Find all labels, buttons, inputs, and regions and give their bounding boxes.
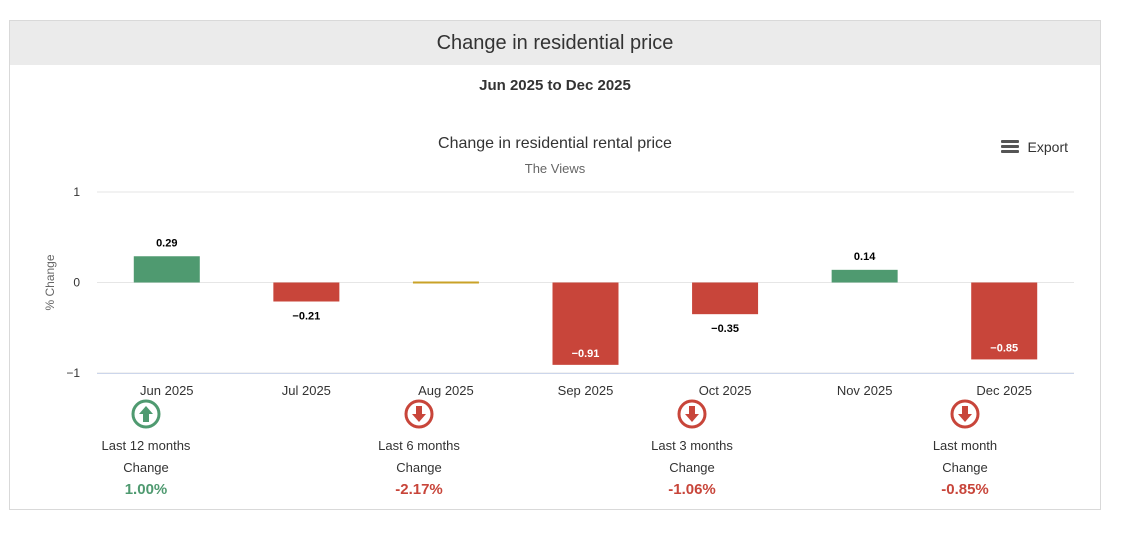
chart-container: Change in residential rental price The Vi… — [10, 121, 1100, 414]
data-label: −0.85 — [990, 342, 1018, 354]
x-tick-label: Jun 2025 — [140, 383, 194, 398]
stat-last-3-months: Last 3 months Change -1.06% — [592, 399, 792, 501]
stats-row: Last 12 months Change 1.00% Last 6 month… — [10, 399, 1100, 504]
stat-last-month: Last month Change -0.85% — [865, 399, 1065, 501]
x-tick-label: Sep 2025 — [558, 383, 614, 398]
bar — [831, 269, 898, 283]
y-tick-label: 0 — [73, 276, 80, 290]
data-label: 0.14 — [854, 251, 876, 263]
stat-sub: Change — [942, 460, 988, 475]
menu-icon — [1000, 140, 1019, 154]
bar — [273, 282, 340, 302]
stat-label: Last 3 months — [651, 438, 733, 453]
price-change-card: Change in residential price Jun 2025 to … — [9, 20, 1101, 510]
data-label: −0.91 — [572, 348, 600, 360]
arrow-down-circle-icon — [404, 399, 434, 429]
arrow-down-circle-icon — [950, 399, 980, 429]
stat-last-6-months: Last 6 months Change -2.17% — [319, 399, 519, 501]
export-button[interactable]: Export — [1000, 139, 1068, 155]
stat-value: -1.06% — [668, 481, 716, 498]
export-label: Export — [1027, 139, 1068, 155]
stat-last-12-months: Last 12 months Change 1.00% — [46, 399, 246, 501]
bar — [971, 282, 1038, 360]
y-tick-label: −1 — [66, 366, 80, 380]
x-tick-label: Aug 2025 — [418, 383, 474, 398]
stat-label: Last month — [932, 438, 998, 453]
stat-label: Last 12 months — [101, 438, 191, 453]
stat-sub: Change — [669, 460, 715, 475]
x-tick-label: Nov 2025 — [837, 383, 893, 398]
stat-value: 1.00% — [124, 481, 168, 498]
data-label: −0.21 — [292, 311, 320, 323]
bar — [552, 282, 619, 365]
stat-value: -2.17% — [395, 481, 443, 498]
y-axis-label: % Change — [43, 254, 57, 310]
bar — [133, 256, 200, 283]
stat-label: Last 6 months — [378, 438, 460, 453]
stat-sub: Change — [123, 460, 169, 475]
y-tick-label: 1 — [73, 185, 80, 199]
data-label: −0.35 — [711, 323, 739, 335]
card-title: Change in residential price — [10, 21, 1100, 65]
chart-title: Change in residential rental price — [438, 135, 672, 152]
x-tick-label: Oct 2025 — [699, 383, 752, 398]
data-label: 0.29 — [156, 237, 177, 249]
arrow-down-circle-icon — [677, 399, 707, 429]
stat-value: -0.85% — [941, 481, 989, 498]
bar — [692, 282, 759, 315]
stat-sub: Change — [396, 460, 442, 475]
bar-chart: Change in residential rental price The Vi… — [43, 135, 1074, 414]
chart-subtitle: The Views — [525, 161, 586, 176]
x-tick-label: Dec 2025 — [976, 383, 1032, 398]
arrow-up-circle-icon — [131, 399, 161, 429]
x-tick-label: Jul 2025 — [282, 383, 331, 398]
bar — [412, 281, 479, 284]
period-range: Jun 2025 to Dec 2025 — [479, 77, 631, 94]
